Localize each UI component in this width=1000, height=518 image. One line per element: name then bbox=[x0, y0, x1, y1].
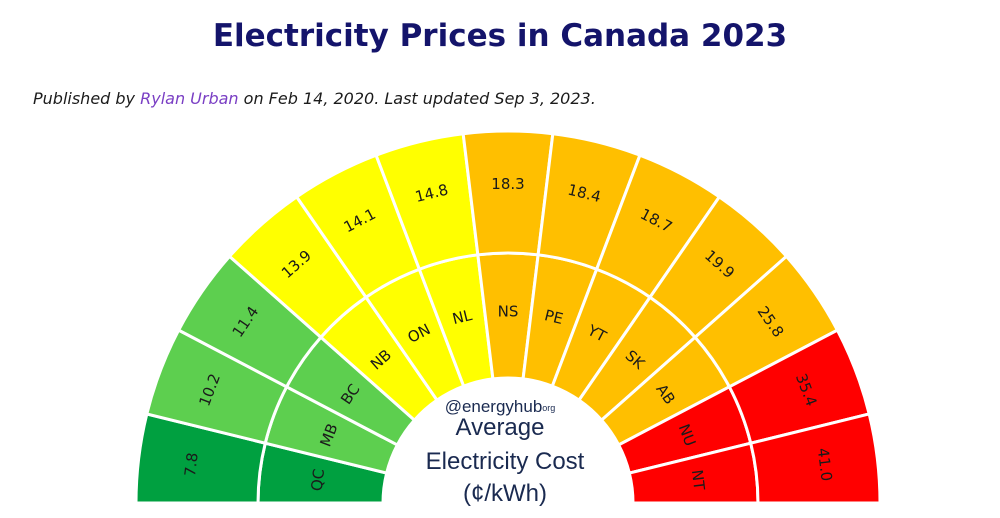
page-title: Electricity Prices in Canada 2023 bbox=[212, 18, 788, 54]
province-label-nl: NL bbox=[451, 306, 475, 328]
center-brand-main: @energyhub bbox=[445, 397, 543, 416]
byline-prefix: Published by bbox=[33, 89, 141, 108]
byline: Published by Rylan Urban on Feb 14, 2020… bbox=[33, 89, 596, 108]
byline-suffix: on Feb 14, 2020. Last updated Sep 3, 202… bbox=[238, 89, 596, 108]
value-label-qc: 7.8 bbox=[181, 452, 202, 478]
center-brand-suffix: org bbox=[542, 403, 555, 413]
province-label-pe: PE bbox=[543, 306, 565, 328]
center-line-2: Electricity Cost bbox=[426, 448, 585, 475]
province-label-nt: NT bbox=[688, 469, 708, 492]
center-label: @energyhuborg Average Electricity Cost (… bbox=[426, 397, 585, 507]
province-label-qc: QC bbox=[308, 468, 329, 492]
value-label-nt: 41.0 bbox=[814, 447, 836, 482]
value-label-ns: 18.3 bbox=[491, 175, 524, 193]
author-link[interactable]: Rylan Urban bbox=[140, 89, 239, 108]
center-line-1: Average bbox=[456, 414, 545, 441]
chart-segments bbox=[134, 129, 882, 505]
center-line-3: (¢/kWh) bbox=[463, 480, 547, 507]
center-brand: @energyhuborg bbox=[445, 397, 556, 416]
segment-outer-nt bbox=[748, 412, 882, 505]
province-label-ns: NS bbox=[498, 303, 519, 321]
